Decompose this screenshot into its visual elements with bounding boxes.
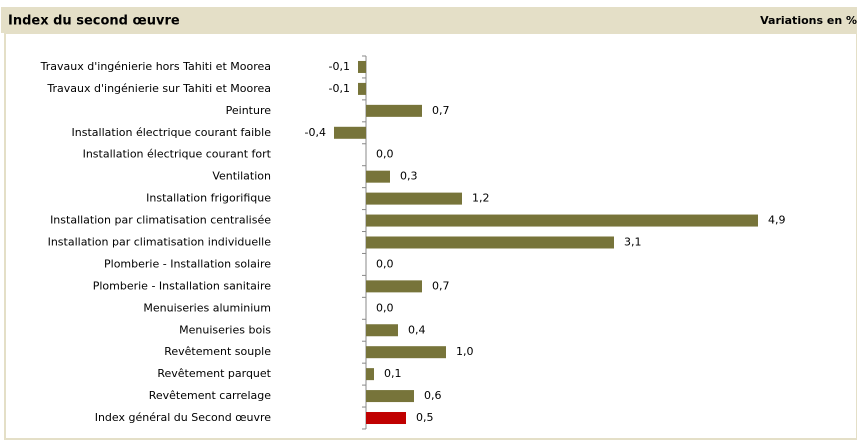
bar [366, 214, 758, 227]
y-tick-label: Ventilation [212, 170, 271, 183]
panel-border [4, 32, 857, 440]
value-label: 0,3 [400, 170, 418, 183]
value-label: 0,5 [416, 411, 434, 424]
bar [358, 82, 366, 95]
bar [366, 104, 422, 117]
y-tick-label: Revêtement parquet [157, 367, 271, 380]
value-label: 3,1 [624, 235, 642, 248]
y-tick-label: Plomberie - Installation solaire [104, 257, 271, 270]
chart-title: Index du second œuvre [8, 14, 180, 29]
value-label: -0,1 [329, 82, 350, 95]
y-tick-label: Revêtement souple [164, 345, 271, 358]
header-band [1, 7, 857, 33]
value-label: 0,7 [432, 279, 450, 292]
value-label: 0,1 [384, 367, 402, 380]
y-tick-label: Travaux d'ingénierie sur Tahiti et Moore… [46, 82, 271, 95]
value-label: -0,1 [329, 60, 350, 73]
bar [366, 192, 462, 205]
y-tick-label: Peinture [226, 104, 272, 117]
y-tick-label: Installation par climatisation individue… [48, 235, 272, 248]
value-label: 0,0 [376, 148, 394, 161]
bar [334, 126, 366, 139]
value-label: 0,4 [408, 323, 426, 336]
y-tick-label: Installation électrique courant fort [83, 148, 272, 161]
value-label: 4,9 [768, 214, 786, 227]
value-label: 1,0 [456, 345, 474, 358]
value-label: 0,7 [432, 104, 450, 117]
bar [358, 60, 366, 73]
value-label: 0,0 [376, 301, 394, 314]
bar [366, 412, 406, 425]
bar [366, 324, 398, 337]
bar [366, 280, 422, 293]
y-tick-label: Installation par climatisation centralis… [50, 214, 271, 227]
value-label: 1,2 [472, 192, 490, 205]
value-label: 0,6 [424, 389, 442, 402]
y-tick-label: Plomberie - Installation sanitaire [93, 279, 272, 292]
bar [366, 170, 390, 183]
y-tick-label: Installation électrique courant faible [72, 126, 272, 139]
value-label: 0,0 [376, 257, 394, 270]
y-tick-label: Menuiseries bois [179, 323, 271, 336]
bar [366, 390, 414, 403]
y-tick-label: Installation frigorifique [146, 192, 271, 205]
y-tick-label: Travaux d'ingénierie hors Tahiti et Moor… [40, 60, 271, 73]
bar [366, 368, 374, 381]
chart-subtitle: Variations en % [760, 14, 857, 27]
y-tick-label: Revêtement carrelage [149, 389, 271, 402]
y-tick-label: Menuiseries aluminium [143, 301, 271, 314]
value-label: -0,4 [305, 126, 326, 139]
bar [366, 346, 446, 359]
y-tick-label: Index général du Second œuvre [95, 411, 272, 424]
bar [366, 236, 614, 249]
